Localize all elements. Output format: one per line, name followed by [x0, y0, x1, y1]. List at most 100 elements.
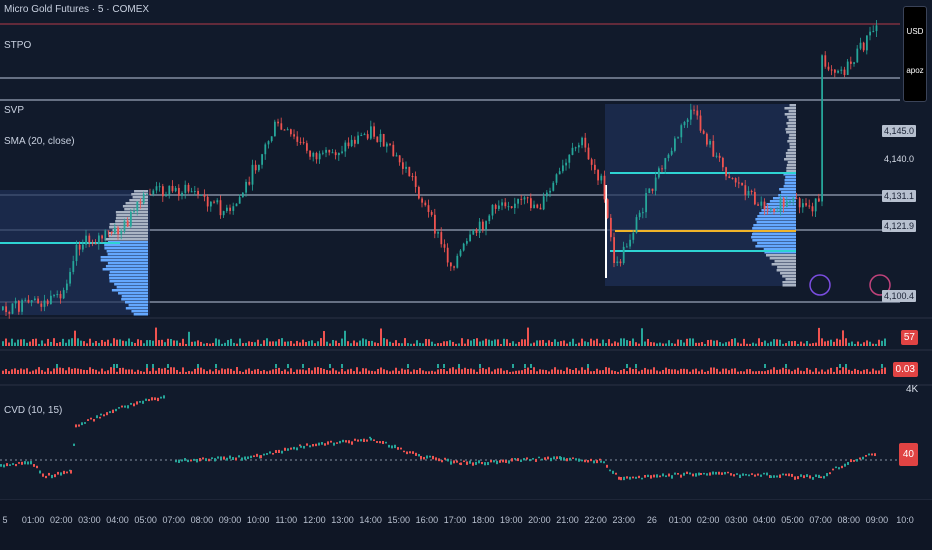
- volume-profile-bar: [109, 226, 148, 229]
- price-candle: [738, 182, 740, 184]
- delta-bar: [605, 367, 607, 374]
- cvd-bar: [874, 453, 876, 457]
- volume-bar: [578, 342, 580, 346]
- volume-bar: [623, 338, 625, 346]
- price-candle: [443, 244, 446, 248]
- volume-bar: [671, 343, 673, 346]
- cvd-bar: [680, 474, 682, 478]
- cvd-bar: [360, 439, 362, 442]
- volume-bar: [746, 343, 748, 346]
- delta-bar: [869, 371, 871, 374]
- cvd-bar: [770, 475, 772, 479]
- cvd-bar: [850, 459, 852, 463]
- volume-bar: [359, 340, 361, 346]
- delta-bar: [8, 371, 10, 374]
- cvd-bar: [499, 460, 501, 463]
- volume-profile-bar: [131, 193, 148, 196]
- volume-bar: [158, 340, 160, 346]
- delta-bar: [650, 369, 652, 374]
- cvd-bar: [742, 473, 744, 476]
- price-candle: [603, 175, 606, 200]
- price-candle: [293, 134, 295, 137]
- delta-bar: [821, 369, 823, 374]
- volume-bar: [668, 340, 670, 346]
- delta-bar: [263, 369, 265, 374]
- volume-bar: [263, 340, 265, 346]
- volume-profile-bar: [125, 307, 148, 310]
- delta-bar: [491, 371, 493, 374]
- time-axis-label: 13:00: [331, 515, 354, 525]
- price-candle: [130, 211, 132, 227]
- cvd-bar: [312, 444, 314, 447]
- volume-profile-bar: [102, 268, 148, 271]
- cvd-bar: [677, 472, 679, 475]
- delta-bar: [119, 367, 121, 374]
- delta-bar: [584, 369, 586, 374]
- delta-bar: [194, 368, 196, 374]
- delta-bar: [677, 370, 679, 374]
- cvd-bar: [584, 459, 586, 463]
- stpo-legend[interactable]: STPO: [4, 40, 32, 51]
- time-axis-label: 10:00: [246, 515, 270, 525]
- delta-bar: [311, 370, 313, 374]
- delta-bar: [674, 369, 676, 374]
- delta-bar: [389, 371, 391, 374]
- volume-profile-bar: [751, 236, 796, 239]
- volume-bar: [818, 327, 820, 346]
- volume-profile-bar: [133, 313, 148, 316]
- price-candle: [469, 234, 471, 242]
- currency-panel[interactable]: USD apoz: [903, 6, 927, 102]
- cvd-bar: [641, 477, 643, 480]
- cvd-bar: [373, 439, 375, 442]
- delta-bar: [332, 368, 334, 374]
- volume-bar: [53, 338, 55, 346]
- symbol-legend[interactable]: Micro Gold Futures · 5 · COMEX: [4, 4, 150, 15]
- cvd-bar: [856, 458, 858, 462]
- delta-bar: [530, 364, 532, 368]
- cvd-bar: [736, 473, 738, 475]
- cvd-bar: [12, 463, 14, 465]
- volume-bar: [674, 343, 676, 346]
- cvd-bar: [211, 457, 213, 459]
- cvd-bar: [253, 455, 255, 458]
- cvd-bar: [435, 457, 437, 461]
- time-axis-label: 02:00: [696, 515, 720, 525]
- cvd-bar: [160, 396, 162, 399]
- volume-bar: [29, 341, 31, 346]
- volume-bar: [254, 342, 256, 346]
- volume-bar: [212, 342, 214, 346]
- volume-profile-bar: [788, 137, 796, 140]
- cvd-bar: [832, 468, 834, 471]
- cvd-bar: [865, 454, 867, 457]
- price-candle: [811, 206, 814, 212]
- delta-bar: [752, 371, 754, 374]
- volume-profile-bar: [757, 242, 796, 245]
- delta-bar: [281, 371, 283, 374]
- time-axis-label: 22:00: [584, 515, 607, 525]
- delta-bar: [635, 364, 637, 368]
- delta-bar: [47, 368, 49, 374]
- price-candle: [840, 69, 843, 71]
- price-candle: [190, 191, 193, 193]
- cvd-bar: [60, 472, 62, 476]
- svp-legend[interactable]: SVP: [4, 105, 25, 116]
- volume-bar: [872, 343, 874, 346]
- volume-bar: [665, 343, 667, 346]
- sma-legend[interactable]: SMA (20, close): [4, 136, 75, 147]
- volume-bar: [362, 338, 364, 346]
- cvd-bar: [782, 473, 784, 476]
- cvd-legend[interactable]: CVD (10, 15): [4, 405, 63, 416]
- cvd-bar: [444, 457, 446, 460]
- price-candle: [181, 192, 183, 196]
- delta-bar: [140, 371, 142, 374]
- volume-bar: [287, 341, 289, 346]
- price-candle: [398, 155, 401, 163]
- price-candle: [40, 303, 43, 307]
- volume-bar: [656, 343, 658, 346]
- volume-bar: [743, 338, 745, 346]
- price-candle: [261, 154, 263, 165]
- delta-bar: [590, 371, 592, 374]
- delta-bar: [779, 369, 781, 374]
- cvd-bar: [287, 448, 289, 451]
